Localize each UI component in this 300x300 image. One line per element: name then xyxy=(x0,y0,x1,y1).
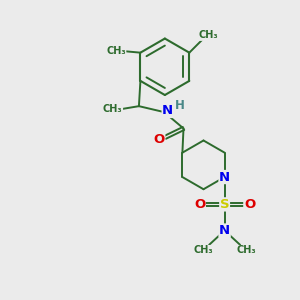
Text: N: N xyxy=(162,104,173,117)
Text: O: O xyxy=(244,198,255,211)
Text: CH₃: CH₃ xyxy=(236,245,256,256)
Text: S: S xyxy=(220,198,230,211)
Text: CH₃: CH₃ xyxy=(194,245,213,256)
Text: CH₃: CH₃ xyxy=(103,104,123,114)
Text: O: O xyxy=(154,133,165,146)
Text: N: N xyxy=(219,170,230,184)
Text: H: H xyxy=(175,99,184,112)
Text: CH₃: CH₃ xyxy=(199,30,218,40)
Text: CH₃: CH₃ xyxy=(106,46,126,56)
Text: O: O xyxy=(194,198,205,211)
Text: N: N xyxy=(219,224,230,237)
